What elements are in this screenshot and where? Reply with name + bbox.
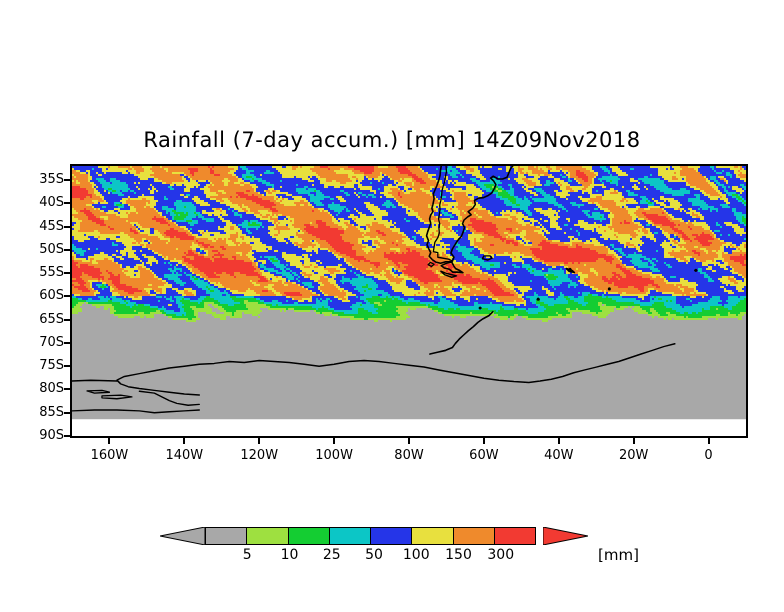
x-axis-tick-mark bbox=[557, 438, 560, 444]
y-axis-tick-label: 50S bbox=[39, 241, 64, 257]
colorbar-tick-label: 100 bbox=[402, 547, 430, 563]
x-axis-tick-label: 100W bbox=[315, 448, 353, 463]
colorbar-over-arrow bbox=[543, 527, 588, 545]
colorbar-tick-label: 25 bbox=[322, 547, 341, 563]
colorbar-tick-label: 50 bbox=[365, 547, 383, 563]
x-axis-tick-label: 140W bbox=[165, 448, 204, 463]
colorbar-segment[interactable] bbox=[287, 527, 330, 545]
y-axis-tick-mark bbox=[64, 202, 70, 205]
colorbar-segment[interactable] bbox=[370, 527, 413, 545]
y-axis-tick-label: 45S bbox=[39, 218, 64, 234]
x-axis-tick-label: 20W bbox=[618, 448, 649, 463]
x-axis-tick-mark bbox=[707, 438, 710, 444]
colorbar-tick-label: 150 bbox=[445, 547, 472, 563]
x-axis-tick-mark bbox=[632, 438, 635, 444]
y-axis-tick-label: 70S bbox=[39, 334, 64, 350]
colorbar-tick-label: 5 bbox=[242, 547, 252, 563]
colorbar-segment[interactable] bbox=[493, 527, 536, 545]
x-axis-tick-label: 0 bbox=[704, 448, 713, 463]
y-axis-tick-mark bbox=[64, 272, 70, 275]
y-axis-tick-label: 60S bbox=[39, 288, 64, 304]
x-axis-tick-mark bbox=[408, 438, 410, 444]
y-axis-tick-label: 55S bbox=[39, 265, 64, 281]
y-axis-tick-mark bbox=[64, 411, 70, 414]
map-plot-area[interactable] bbox=[70, 164, 748, 438]
y-axis-tick-mark bbox=[64, 178, 70, 181]
x-axis-tick-mark bbox=[482, 438, 485, 444]
x-axis-tick-label: 80W bbox=[394, 448, 424, 463]
y-axis-tick-label: 90S bbox=[39, 428, 64, 443]
colorbar-segment[interactable] bbox=[205, 527, 248, 545]
colorbar-tick-label: 300 bbox=[487, 547, 515, 563]
y-axis-tick-label: 85S bbox=[39, 404, 64, 420]
y-axis-tick-mark bbox=[64, 225, 70, 228]
x-axis-tick-label: 160W bbox=[90, 448, 129, 463]
rainfall-raster bbox=[72, 166, 746, 436]
y-axis-tick-mark bbox=[64, 341, 70, 344]
y-axis-tick-mark bbox=[64, 248, 70, 251]
y-axis-tick-mark bbox=[64, 295, 70, 298]
y-axis-tick-label: 65S bbox=[39, 311, 64, 327]
y-axis-tick-mark bbox=[64, 318, 70, 321]
y-axis-tick-mark bbox=[64, 435, 70, 437]
colorbar-segment[interactable] bbox=[411, 527, 454, 545]
y-axis-tick-label: 75S bbox=[39, 358, 64, 374]
x-axis-tick-mark bbox=[108, 438, 111, 444]
chart-title: Rainfall (7-day accum.) [mm] 14Z09Nov201… bbox=[143, 128, 641, 152]
colorbar[interactable] bbox=[205, 527, 543, 545]
x-axis-tick-mark bbox=[333, 438, 336, 444]
x-axis-tick-label: 120W bbox=[240, 448, 279, 463]
colorbar-segment[interactable] bbox=[246, 527, 289, 545]
x-axis-tick-mark bbox=[183, 438, 186, 444]
colorbar-segment[interactable] bbox=[328, 527, 371, 545]
y-axis-tick-label: 40S bbox=[39, 195, 64, 211]
colorbar-unit-label: [mm] bbox=[598, 546, 639, 564]
x-axis-tick-label: 40W bbox=[544, 448, 574, 463]
y-axis-tick-mark bbox=[64, 388, 70, 391]
plot-frame bbox=[70, 164, 748, 438]
x-axis-tick-mark bbox=[258, 438, 261, 444]
y-axis-tick-label: 35S bbox=[39, 171, 64, 187]
colorbar-segment[interactable] bbox=[452, 527, 495, 545]
colorbar-tick-label: 10 bbox=[280, 547, 299, 563]
y-axis-tick-mark bbox=[64, 365, 70, 368]
y-axis-tick-label: 80S bbox=[39, 381, 64, 397]
colorbar-under-arrow bbox=[160, 527, 205, 545]
x-axis-tick-label: 60W bbox=[469, 448, 499, 463]
